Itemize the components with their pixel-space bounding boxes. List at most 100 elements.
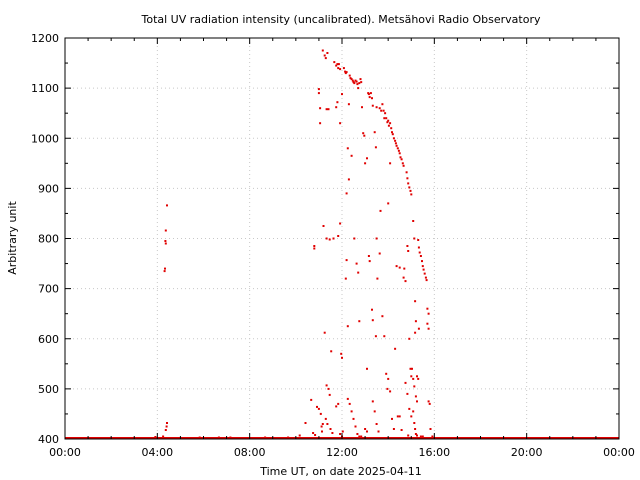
data-point (344, 70, 347, 73)
data-point (395, 265, 398, 268)
data-point (322, 225, 325, 227)
data-point (398, 415, 401, 418)
data-point (377, 430, 380, 433)
data-points (65, 49, 619, 439)
y-tick-label: 800 (38, 233, 59, 246)
data-point (356, 83, 359, 86)
data-point (380, 109, 383, 112)
data-point (312, 432, 315, 434)
data-point (229, 436, 232, 439)
data-point (339, 68, 342, 71)
data-point (345, 192, 348, 195)
data-point (416, 434, 418, 437)
data-point (382, 109, 385, 112)
data-point (381, 103, 384, 106)
data-point (418, 251, 421, 254)
data-point (417, 327, 420, 330)
data-point (326, 423, 329, 425)
data-point (410, 375, 413, 378)
data-point (429, 428, 432, 430)
data-point (424, 276, 427, 279)
data-point (336, 63, 339, 66)
data-point (408, 186, 411, 189)
data-point (421, 435, 424, 438)
x-axis: 00:00 04:00 08:00 12:00 16:00 20:00 00:00 (49, 38, 635, 459)
data-point (355, 80, 358, 83)
data-point (395, 144, 398, 147)
data-point (165, 425, 168, 428)
data-point (323, 331, 326, 334)
data-point (431, 435, 434, 438)
data-point (329, 428, 332, 430)
data-point (164, 240, 167, 242)
chart-title: Total UV radiation intensity (uncalibrat… (141, 13, 541, 26)
data-point (327, 387, 330, 390)
data-point (348, 74, 351, 77)
x-axis-label: Time UT, on date 2025-04-11 (259, 465, 422, 478)
data-point (360, 81, 363, 84)
data-point (353, 237, 356, 240)
data-point (367, 93, 370, 96)
data-point (417, 239, 420, 241)
data-point (304, 422, 307, 424)
data-point (346, 325, 349, 328)
data-point (389, 162, 392, 165)
data-point (410, 193, 413, 196)
data-point (414, 300, 417, 303)
data-point (321, 49, 324, 52)
data-point (337, 67, 340, 70)
data-point (404, 280, 407, 283)
data-point (198, 436, 201, 439)
data-point (325, 108, 328, 111)
data-point (407, 182, 410, 185)
data-point (427, 400, 430, 403)
data-point (361, 106, 363, 109)
data-point (217, 436, 220, 439)
data-point (375, 237, 378, 240)
data-point (356, 433, 359, 435)
data-point (162, 435, 165, 438)
data-point (414, 395, 417, 398)
data-point (345, 71, 348, 74)
data-point (323, 54, 326, 57)
data-point (166, 422, 168, 424)
data-point (374, 146, 377, 149)
data-point (416, 400, 418, 403)
x-tick-label: 08:00 (234, 446, 266, 459)
data-point (357, 87, 360, 90)
data-point (392, 428, 395, 430)
data-point (371, 97, 373, 100)
data-point (425, 279, 428, 282)
data-point (383, 335, 386, 338)
data-point (373, 410, 376, 413)
data-point (347, 178, 350, 181)
data-point (398, 266, 401, 269)
y-tick-label: 700 (38, 283, 59, 296)
data-point (406, 245, 409, 247)
data-point (414, 320, 417, 323)
data-point (412, 220, 415, 222)
data-point (321, 430, 323, 433)
data-point (371, 308, 373, 311)
data-point (368, 260, 371, 263)
data-point (390, 127, 393, 130)
data-point (358, 320, 361, 323)
data-point (325, 237, 328, 240)
data-point (371, 319, 374, 322)
y-axis: 400 500 600 700 800 900 1000 1100 1200 (31, 32, 619, 446)
data-point (317, 88, 320, 91)
data-point (335, 106, 338, 109)
data-point (264, 436, 267, 439)
y-axis-label: Arbitrary unit (6, 201, 19, 275)
data-point (350, 154, 353, 157)
data-point (409, 189, 412, 192)
data-point (381, 315, 384, 318)
data-point (413, 422, 416, 424)
data-point (401, 162, 404, 165)
data-point (350, 78, 353, 81)
data-point (416, 375, 418, 378)
data-point (396, 415, 399, 418)
data-point (164, 242, 167, 245)
data-point (402, 164, 405, 167)
